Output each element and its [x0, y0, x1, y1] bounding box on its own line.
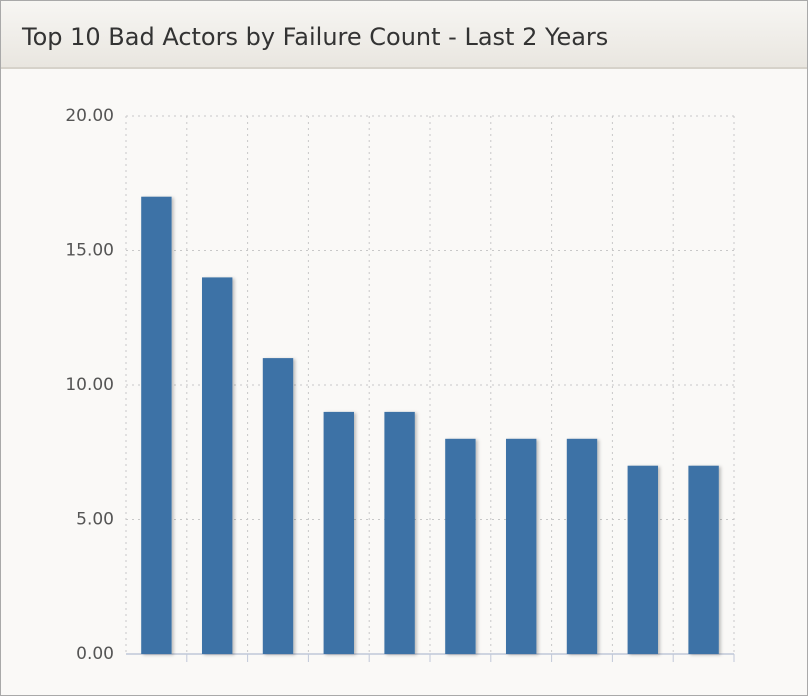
y-tick-label: 15.00 [65, 241, 114, 261]
bar [323, 411, 354, 654]
bar [262, 358, 294, 654]
bar [445, 438, 476, 654]
bar [506, 438, 537, 654]
bar [384, 411, 415, 654]
y-tick-label: 5.00 [76, 510, 114, 530]
bar [141, 196, 172, 654]
y-tick-label: 0.00 [76, 644, 114, 664]
bar [202, 277, 233, 654]
bar [566, 438, 598, 654]
chart-title: Top 10 Bad Actors by Failure Count - Las… [22, 23, 609, 51]
bar [688, 465, 719, 654]
bar [627, 465, 658, 654]
panel-header: Top 10 Bad Actors by Failure Count - Las… [1, 1, 807, 69]
y-tick-label: 10.00 [65, 375, 114, 395]
y-tick-label: 20.00 [65, 106, 114, 126]
